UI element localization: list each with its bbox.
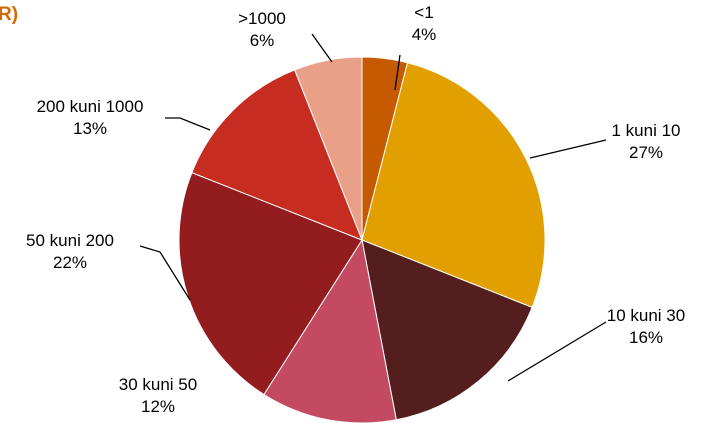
title-fragment: R) [0,4,18,25]
pie-slice-7 [293,56,363,241]
slice-percent-2: 27% [629,143,663,162]
slice-label-6: 200 kuni 1000 [37,97,144,116]
pie-slice-4 [263,238,397,423]
slice-label-5: 50 kuni 200 [26,231,114,250]
slice-percent-4: 12% [141,397,175,416]
slice-label-1: <1 [414,3,433,22]
slice-percent-1: 4% [412,25,437,44]
slice-label-7: >1000 [238,9,286,28]
leader-lines [139,33,607,382]
leader-line-6 [165,117,211,131]
leader-line-7 [311,33,333,63]
pie-slice-3 [361,239,533,421]
slice-percent-7: 6% [250,31,275,50]
slice-label-3: 10 kuni 30 [607,306,685,325]
slice-percent-6: 13% [73,119,107,138]
pie-slice-6 [191,69,363,241]
slice-label-4: 30 kuni 50 [119,375,197,394]
leader-line-5 [139,245,191,301]
slice-percent-5: 22% [53,253,87,272]
leader-line-3 [507,321,607,382]
leader-line-2 [529,139,607,159]
pie-slice-2 [361,62,546,309]
pie-slices [178,56,546,423]
leader-line-1 [394,54,401,91]
slice-labels: <1 4% 1 kuni 10 27% 10 kuni 30 16% 30 kuni 50 1… [26,3,685,416]
slice-label-2: 1 kuni 10 [612,121,681,140]
slice-percent-3: 16% [629,328,663,347]
